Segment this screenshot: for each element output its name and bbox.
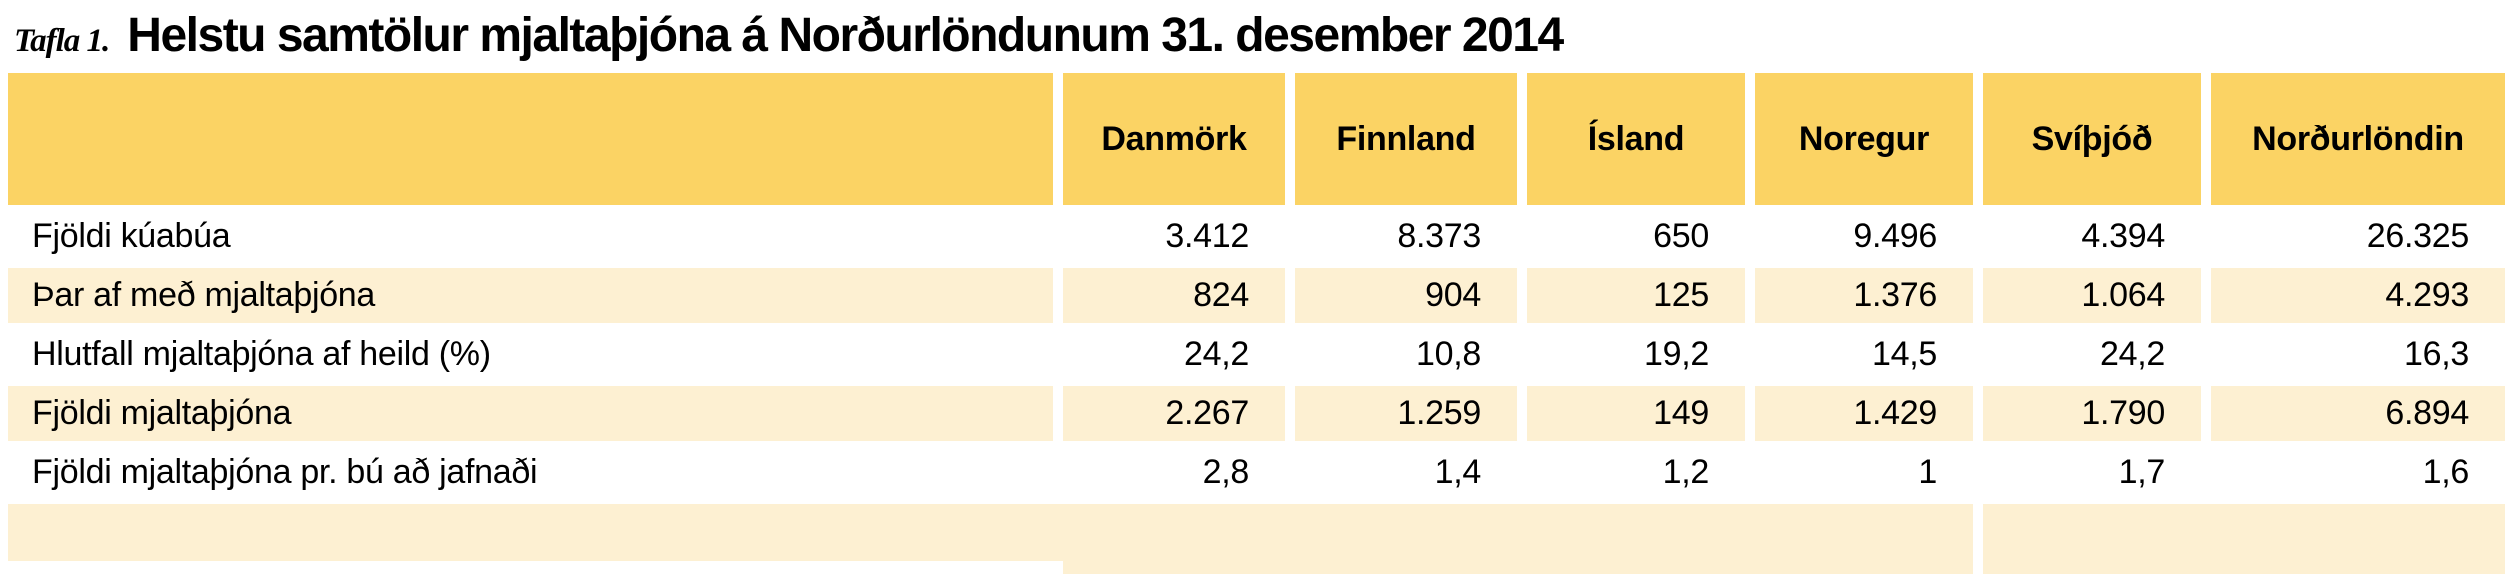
header-cell-danmork: Danmörk [1063, 73, 1285, 205]
table-cell: 824 [1063, 268, 1285, 323]
table-cell: 1.259 [1295, 386, 1517, 441]
table-cell: 125 [1527, 268, 1745, 323]
header-cell-finnland: Finnland [1295, 73, 1517, 205]
empty-row-band-mid [1063, 504, 1973, 574]
table-cell: 1.790 [1983, 386, 2201, 441]
row-label: Fjöldi mjaltaþjóna [8, 386, 1053, 441]
title-text: Helstu samtölur mjaltaþjóna á Norðurlönd… [127, 9, 1564, 62]
row-label: Þar af með mjaltaþjóna [8, 268, 1053, 323]
header-cell-noregur: Noregur [1755, 73, 1973, 205]
data-table: Danmörk Finnland Ísland Noregur Svíþjóð … [8, 73, 2505, 500]
table-cell: 149 [1527, 386, 1745, 441]
table-cell: 8.373 [1397, 217, 1481, 255]
empty-row-band-right [1983, 504, 2505, 574]
title-prefix: Tafla 1. [14, 23, 110, 59]
table-cell: 24,2 [1184, 335, 1249, 373]
table-cell: 1.376 [1755, 268, 1973, 323]
table-cell: 1,2 [1662, 453, 1710, 491]
table-cell: 904 [1295, 268, 1517, 323]
row-label: Fjöldi mjaltaþjóna pr. bú að jafnaði [32, 453, 538, 491]
header-cell-svithjod: Svíþjóð [1983, 73, 2201, 205]
table-cell: 1,4 [1434, 453, 1482, 491]
table-cell: 1,6 [2422, 453, 2470, 491]
table-cell: 2,8 [1202, 453, 1250, 491]
table-title: Tafla 1. Helstu samtölur mjaltaþjóna á N… [14, 0, 1564, 68]
table-cell: 4.293 [2211, 268, 2505, 323]
header-cell-empty [8, 73, 1053, 205]
table-cell: 1 [1918, 453, 1937, 491]
table-cell: 6.894 [2211, 386, 2505, 441]
table-cell: 10,8 [1416, 335, 1481, 373]
table-cell: 1.429 [1755, 386, 1973, 441]
header-cell-nordurlondin: Norðurlöndin [2211, 73, 2505, 205]
table-cell: 16,3 [2404, 335, 2469, 373]
table-cell: 4.394 [2081, 217, 2165, 255]
table-cell: 14,5 [1872, 335, 1937, 373]
table-cell: 19,2 [1644, 335, 1709, 373]
header-cell-island: Ísland [1527, 73, 1745, 205]
table-cell: 26.325 [2366, 217, 2470, 255]
table-cell: 24,2 [2100, 335, 2165, 373]
empty-row-band-left [8, 504, 1063, 561]
table-cell: 3.412 [1165, 217, 1249, 255]
table-cell: 1,7 [2118, 453, 2166, 491]
table-cell: 1.064 [1983, 268, 2201, 323]
row-label: Fjöldi kúabúa [32, 217, 231, 255]
table-cell: 650 [1653, 217, 1709, 255]
table-cell: 2.267 [1063, 386, 1285, 441]
row-label: Hlutfall mjaltaþjóna af heild (%) [32, 335, 491, 373]
table-cell: 9.496 [1853, 217, 1937, 255]
